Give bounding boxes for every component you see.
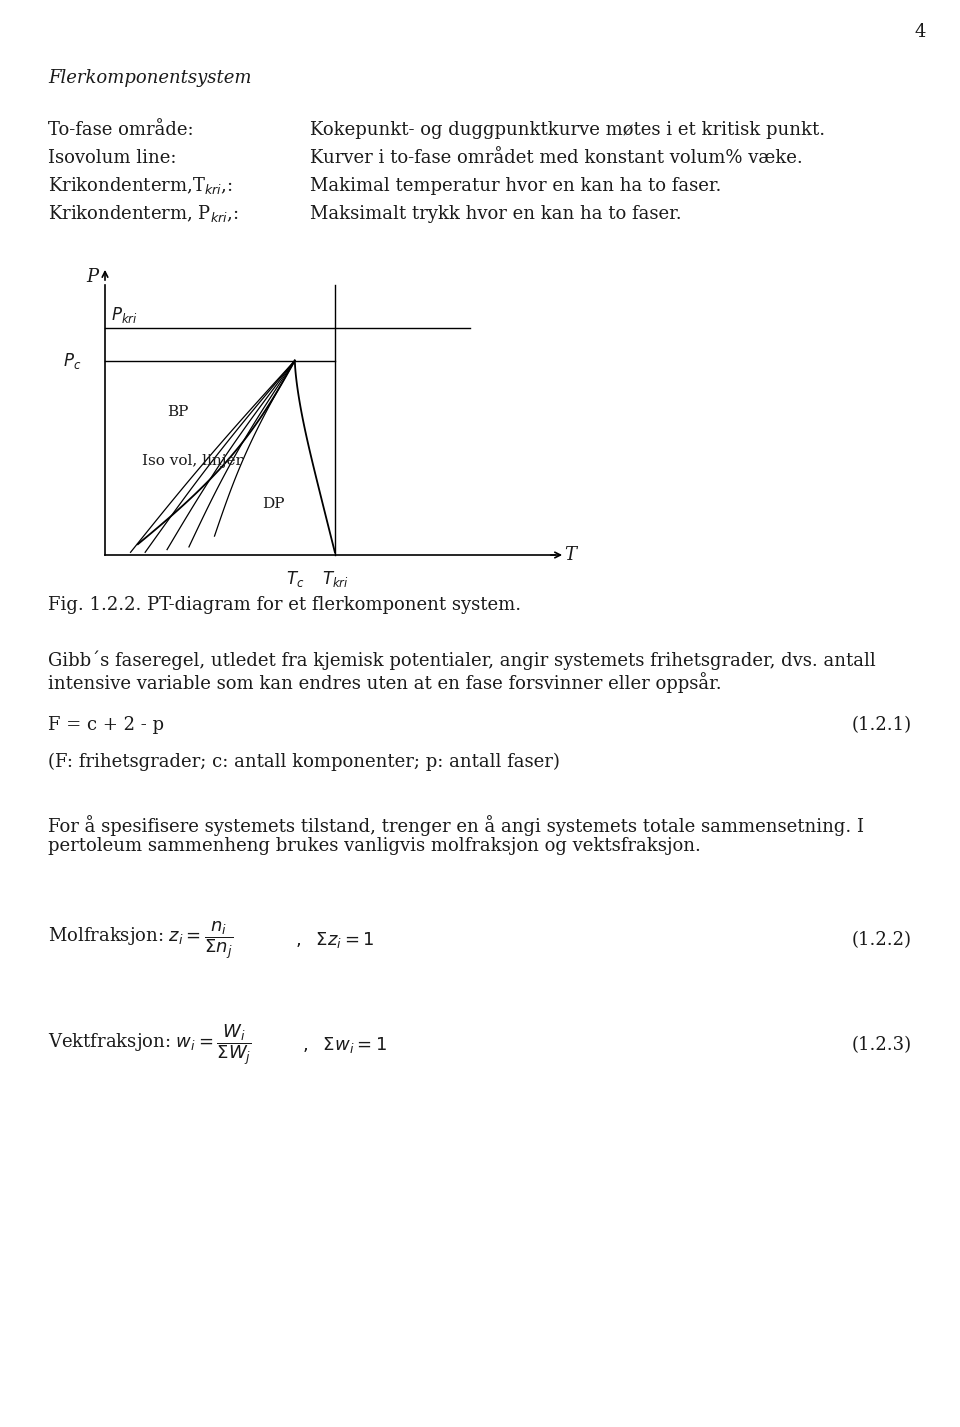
Text: Vektfraksjon: $w_i = \dfrac{W_i}{\Sigma W_j}$: Vektfraksjon: $w_i = \dfrac{W_i}{\Sigma … [48,1023,252,1067]
Text: Fig. 1.2.2. PT-diagram for et flerkomponent system.: Fig. 1.2.2. PT-diagram for et flerkompon… [48,596,521,614]
Text: Molfraksjon: $z_i = \dfrac{n_i}{\Sigma n_j}$: Molfraksjon: $z_i = \dfrac{n_i}{\Sigma n… [48,919,233,960]
Text: (1.2.3): (1.2.3) [852,1036,912,1055]
Text: Krikondenterm,T$_{kri}$,:: Krikondenterm,T$_{kri}$,: [48,176,233,197]
Text: Maksimalt trykk hvor en kan ha to faser.: Maksimalt trykk hvor en kan ha to faser. [310,205,682,223]
Text: Gibb´s faseregel, utledet fra kjemisk potentialer, angir systemets frihetsgrader: Gibb´s faseregel, utledet fra kjemisk po… [48,651,876,669]
Text: (1.2.1): (1.2.1) [852,716,912,733]
Text: For å spesifisere systemets tilstand, trenger en å angi systemets totale sammens: For å spesifisere systemets tilstand, tr… [48,815,864,836]
Text: Flerkomponentsystem: Flerkomponentsystem [48,68,252,87]
Text: (1.2.2): (1.2.2) [852,930,912,949]
Text: To-fase område:: To-fase område: [48,121,194,138]
Text: pertoleum sammenheng brukes vanligvis molfraksjon og vektsfraksjon.: pertoleum sammenheng brukes vanligvis mo… [48,838,701,855]
Text: Krikondenterm, P$_{kri}$,:: Krikondenterm, P$_{kri}$,: [48,204,239,224]
Text: intensive variable som kan endres uten at en fase forsvinner eller oppsår.: intensive variable som kan endres uten a… [48,672,722,694]
Text: Makimal temperatur hvor en kan ha to faser.: Makimal temperatur hvor en kan ha to fas… [310,177,721,195]
Text: F = c + 2 - p: F = c + 2 - p [48,716,164,733]
Text: $P_{kri}$: $P_{kri}$ [111,305,137,325]
Text: $, \ \ \Sigma z_i = 1$: $, \ \ \Sigma z_i = 1$ [295,930,374,950]
Text: P: P [86,268,98,285]
Text: $T_{kri}$: $T_{kri}$ [322,569,348,589]
Text: 4: 4 [914,23,925,41]
Text: $P_c$: $P_c$ [63,351,82,371]
Text: BP: BP [167,405,188,420]
Text: DP: DP [262,497,284,511]
Text: Kokepunkt- og duggpunktkurve møtes i et kritisk punkt.: Kokepunkt- og duggpunktkurve møtes i et … [310,121,826,138]
Text: Kurver i to-fase området med konstant volum% væke.: Kurver i to-fase området med konstant vo… [310,148,803,167]
Text: Iso vol, linjer: Iso vol, linjer [141,454,242,468]
Text: Isovolum line:: Isovolum line: [48,148,177,167]
Text: $, \ \ \Sigma w_i = 1$: $, \ \ \Sigma w_i = 1$ [302,1035,387,1055]
Text: T: T [564,547,576,564]
Text: $T_c$: $T_c$ [286,569,304,589]
Text: (F: frihetsgrader; c: antall komponenter; p: antall faser): (F: frihetsgrader; c: antall komponenter… [48,753,560,771]
